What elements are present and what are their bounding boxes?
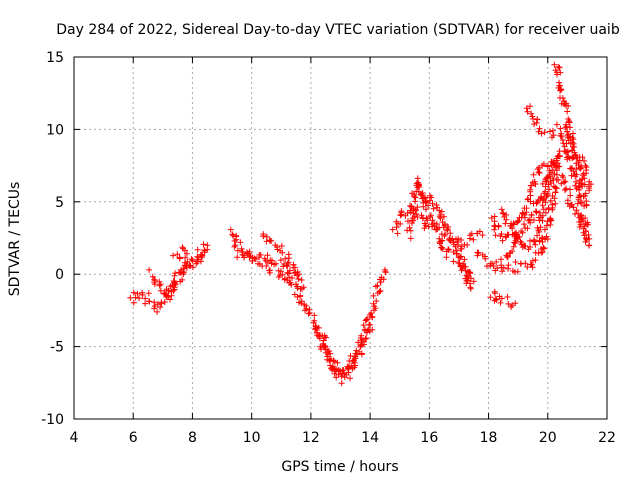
series-points [415, 188, 486, 252]
series-t21 [548, 158, 590, 243]
series-t17 [523, 103, 557, 141]
series-points [170, 241, 211, 269]
series-points [231, 243, 310, 314]
series-points [312, 321, 376, 382]
series-points [548, 158, 590, 243]
series-t16 [487, 288, 519, 310]
x-tick-label: 14 [361, 430, 379, 446]
grid-lines [74, 57, 607, 419]
series-points [404, 175, 477, 285]
series-t20 [562, 124, 594, 194]
series-points [487, 288, 519, 310]
series-points [499, 177, 560, 275]
y-tick-label: -5 [50, 340, 64, 356]
series-points [523, 103, 557, 141]
data-series [127, 61, 594, 387]
x-tick-label: 10 [243, 430, 261, 446]
series-points [562, 124, 594, 194]
x-tick-label: 16 [420, 430, 438, 446]
y-tick-label: 5 [55, 195, 64, 211]
tick-labels: 4 6 8 10 12 14 16 18 20 22 -10 -5 0 5 10 15 [41, 50, 616, 446]
y-tick-label: -10 [41, 412, 64, 428]
x-axis-label: GPS time / hours [281, 459, 398, 475]
series-t8 [312, 321, 376, 382]
series-points [498, 148, 563, 253]
series-t15 [499, 177, 560, 275]
y-tick-label: 0 [55, 267, 64, 283]
y-tick-label: 15 [46, 50, 64, 66]
series-t14 [498, 148, 563, 253]
series-t5 [231, 243, 310, 314]
y-tick-label: 10 [46, 122, 64, 138]
x-tick-label: 22 [598, 430, 616, 446]
x-tick-label: 4 [70, 430, 79, 446]
y-axis-label: SDTVAR / TECUs [7, 182, 23, 297]
series-t10 [404, 175, 477, 285]
series-t3 [170, 241, 211, 269]
x-tick-label: 12 [302, 430, 320, 446]
series-t6 [260, 231, 302, 279]
x-tick-label: 8 [188, 430, 197, 446]
series-t11 [415, 188, 486, 252]
series-points [260, 231, 302, 279]
chart-title: Day 284 of 2022, Sidereal Day-to-day VTE… [56, 22, 620, 38]
x-tick-label: 6 [129, 430, 138, 446]
x-tick-label: 18 [480, 430, 498, 446]
plot-frame [73, 56, 608, 420]
x-tick-label: 20 [539, 430, 557, 446]
